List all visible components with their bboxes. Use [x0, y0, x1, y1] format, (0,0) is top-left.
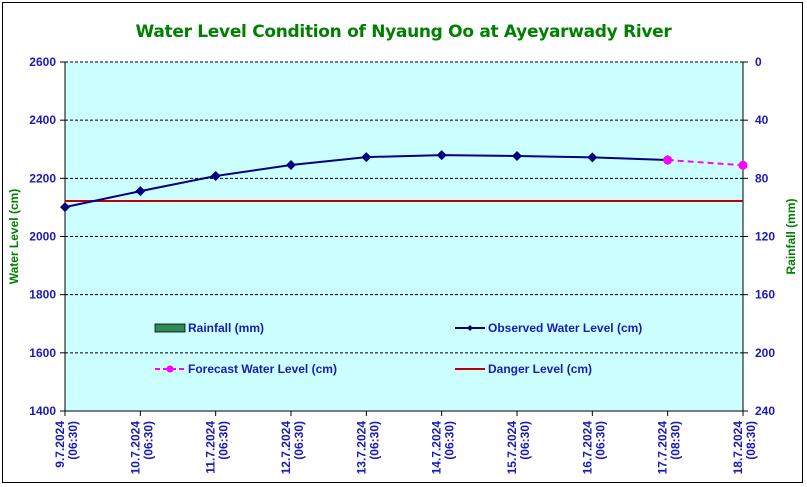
x-tick-time: (06:30) [217, 421, 231, 460]
x-tick-label: 10.7.2024 (06:30) [128, 421, 155, 475]
x-tick-date: 15.7.2024 [505, 421, 519, 475]
x-tick-date: 10.7.2024 [128, 421, 142, 475]
y-tick-label: 2400 [29, 113, 56, 127]
x-tick-label: 13.7.2024 (06:30) [354, 421, 381, 475]
y2-axis-ticks: 0 40 80 120 160 200 240 [743, 55, 775, 418]
chart-title: Water Level Condition of Nyaung Oo at Ay… [135, 22, 672, 42]
y-tick-label: 1400 [29, 404, 56, 418]
legend-item: Observed Water Level (cm) [455, 321, 642, 335]
observed-point [135, 186, 146, 197]
x-tick-label: 16.7.2024 (06:30) [580, 421, 607, 475]
x-tick-label: 15.7.2024 (06:30) [505, 421, 532, 475]
legend-marker [467, 325, 473, 331]
observed-point [436, 150, 447, 161]
x-tick-time: (06:30) [66, 421, 80, 460]
legend-label: Danger Level (cm) [488, 362, 592, 376]
x-tick-date: 13.7.2024 [354, 421, 368, 475]
forecast-point [738, 160, 748, 170]
x-tick-time: (08:30) [744, 421, 758, 460]
y2-tick-label: 0 [755, 55, 762, 69]
legend-item: Forecast Water Level (cm) [155, 362, 337, 376]
x-tick-time: (08:30) [669, 421, 683, 460]
x-tick-time: (06:30) [292, 421, 306, 460]
observed-point [361, 152, 372, 163]
y2-tick-label: 40 [755, 113, 769, 127]
observed-point [587, 152, 598, 163]
x-tick-date: 11.7.2024 [204, 421, 218, 474]
series-layer [60, 150, 748, 213]
x-tick-date: 17.7.2024 [656, 421, 670, 475]
x-tick-time: (06:30) [593, 421, 607, 460]
y-tick-label: 2600 [29, 55, 56, 69]
x-tick-label: 18.7.2024 (08:30) [731, 421, 758, 475]
x-tick-date: 16.7.2024 [580, 421, 594, 475]
legend-item: Rainfall (mm) [154, 321, 264, 335]
gridlines [65, 61, 743, 354]
legend-item: Danger Level (cm) [455, 362, 592, 376]
y-tick-label: 1600 [29, 346, 56, 360]
x-tick-label: 11.7.2024 (06:30) [204, 421, 231, 474]
x-tick-date: 18.7.2024 [731, 421, 745, 475]
y2-tick-label: 80 [755, 171, 769, 185]
x-tick-date: 9.7.2024 [53, 421, 67, 468]
legend-swatch-rainfall [154, 323, 186, 333]
observed-point [210, 171, 221, 182]
y2-tick-label: 240 [755, 404, 775, 418]
x-tick-time: (06:30) [443, 421, 457, 460]
x-tick-label: 14.7.2024 (06:30) [430, 421, 457, 475]
legend-label: Observed Water Level (cm) [488, 321, 642, 335]
x-tick-time: (06:30) [141, 421, 155, 460]
legend-label: Forecast Water Level (cm) [188, 362, 337, 376]
y-tick-label: 2000 [29, 230, 56, 244]
y2-axis-label: Rainfall (mm) [784, 198, 798, 274]
forecast-point [663, 155, 673, 165]
y2-tick-label: 160 [755, 288, 775, 302]
observed-point [286, 159, 296, 170]
x-tick-date: 14.7.2024 [430, 421, 444, 475]
legend: Rainfall (mm) Observed Water Level (cm) Fo… [154, 321, 642, 376]
x-tick-date: 12.7.2024 [279, 421, 293, 475]
x-axis-ticks: 9.7.2024 (06:30) 10.7.2024 (06:30) 11.7.2024… [53, 411, 758, 474]
x-tick-time: (06:30) [367, 421, 381, 460]
x-tick-time: (06:30) [518, 421, 532, 460]
y2-tick-label: 120 [755, 230, 775, 244]
legend-marker [166, 365, 174, 373]
observed-point [512, 150, 522, 161]
legend-label: Rainfall (mm) [188, 321, 264, 335]
observed-point [60, 202, 70, 213]
y-axis-label: Water Level (cm) [7, 189, 21, 285]
x-tick-label: 9.7.2024 (06:30) [53, 421, 80, 468]
y-axis-ticks: 1400 1600 1800 2000 2200 2400 2600 [29, 55, 65, 418]
forecast-line [667, 159, 744, 167]
y2-tick-label: 200 [755, 346, 775, 360]
y-tick-label: 2200 [29, 171, 56, 185]
x-tick-label: 17.7.2024 (08:30) [656, 421, 683, 475]
y-tick-label: 1800 [29, 288, 56, 302]
x-tick-label: 12.7.2024 (06:30) [279, 421, 306, 475]
